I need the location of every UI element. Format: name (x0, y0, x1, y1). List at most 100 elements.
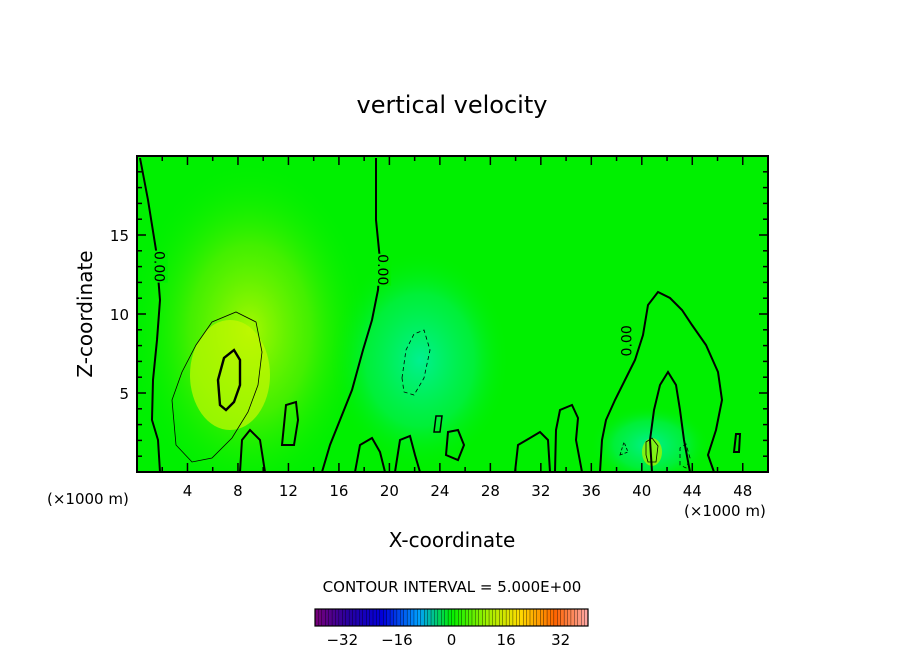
y-axis-label: Z-coordinate (73, 250, 97, 377)
chart-title: vertical velocity (357, 91, 548, 119)
colorbar-cell (482, 608, 487, 627)
colorbar-tick-label: 0 (447, 631, 457, 649)
zero-contour-ragged-5 (514, 430, 551, 472)
colorbar-cell (475, 608, 480, 627)
positive-contour-core (216, 348, 242, 412)
colorbar-frame (314, 608, 589, 627)
colorbar-cell (536, 608, 541, 627)
colorbar-cell (437, 608, 442, 627)
colorbar-cell (427, 608, 432, 627)
contour-label: 0.00 (374, 253, 392, 286)
colorbar-cell (348, 608, 354, 627)
colorbar-cell (420, 608, 425, 627)
colorbar-cell (468, 608, 473, 627)
zero-contour-ragged-4 (444, 428, 466, 462)
x-tick-label: 44 (683, 482, 702, 500)
zero-contour-west (139, 157, 162, 472)
colorbar-cell (502, 608, 507, 627)
colorbar (314, 608, 589, 627)
zero-contour-ragged-6 (554, 403, 583, 472)
colorbar-cell (434, 608, 439, 627)
zero-contour-east-inner (648, 370, 691, 472)
colorbar-cell (430, 608, 435, 627)
zero-contour-ragged-2 (354, 436, 386, 472)
y-tick-label: 15 (110, 227, 129, 245)
colorbar-tick-label: 16 (497, 631, 516, 649)
colorbar-cell (342, 608, 347, 627)
colorbar-cell (386, 608, 391, 627)
colorbar-cell (359, 608, 364, 627)
colorbar-tick-label: −32 (326, 631, 358, 649)
x-tick-label: 32 (531, 482, 550, 500)
x-axis-label: X-coordinate (389, 528, 516, 552)
zero-contour-ragged-1 (280, 400, 300, 446)
colorbar-cell (417, 608, 422, 627)
colorbar-cell (464, 608, 470, 627)
colorbar-cell (345, 608, 350, 627)
colorbar-cell (376, 608, 381, 627)
zero-contour-updraft-base (239, 428, 266, 472)
colorbar-cell (454, 608, 459, 627)
svg-text:0.00: 0.00 (374, 254, 390, 285)
updraft-core (190, 320, 270, 430)
negative-contour-small (619, 440, 629, 456)
colorbar-cell (447, 608, 452, 627)
colorbar-cell (516, 608, 521, 627)
colorbar-cell (444, 608, 449, 627)
colorbar-cell (366, 608, 371, 627)
positive-contour-east (645, 437, 659, 463)
colorbar-cell (461, 608, 466, 627)
colorbar-cell (318, 608, 323, 627)
colorbar-cell (471, 608, 476, 627)
colorbar-cell (574, 608, 579, 627)
colorbar-cell (529, 608, 534, 627)
x-unit-right: (×1000 m) (684, 502, 766, 520)
colorbar-cell (570, 608, 575, 627)
colorbar-cell (492, 608, 497, 627)
colorbar-cell (338, 608, 343, 627)
x-tick-label: 48 (733, 482, 752, 500)
colorbar-cell (458, 608, 463, 627)
colorbar-cell (567, 608, 572, 627)
colorbar-cell (355, 608, 360, 627)
contour-interval-text: CONTOUR INTERVAL = 5.000E+00 (323, 578, 582, 596)
zero-contour-center (321, 158, 382, 472)
contour-label: 0.00 (618, 324, 636, 357)
colorbar-cell (372, 608, 377, 627)
colorbar-tick-label: −16 (381, 631, 413, 649)
colorbar-cell (512, 608, 517, 627)
colorbar-cell (580, 608, 586, 627)
zero-contour-ragged-3 (394, 434, 421, 472)
colorbar-cell (519, 608, 524, 627)
colorbar-cell (543, 608, 548, 627)
positive-contour-outer (171, 311, 263, 463)
colorbar-cell (451, 608, 456, 627)
colorbar-cell (328, 608, 333, 627)
plot-area (137, 156, 768, 472)
colorbar-cell (335, 608, 340, 627)
colorbar-cell (546, 608, 551, 627)
negative-contour-center (401, 329, 431, 396)
colorbar-cell (362, 608, 367, 627)
colorbar-cell (441, 608, 446, 627)
colorbar-cell (577, 608, 582, 627)
zero-contour-small-2 (732, 433, 742, 453)
colorbar-cell (396, 608, 401, 627)
colorbar-cell (526, 608, 531, 627)
colorbar-cell (522, 608, 528, 627)
zero-contour-small-1 (433, 415, 443, 433)
colorbar-cell (406, 608, 412, 627)
svg-text:0.00: 0.00 (620, 325, 636, 356)
negative-contour-east (679, 443, 691, 469)
x-tick-label: 4 (183, 482, 193, 500)
colorbar-cell (499, 608, 504, 627)
colorbar-cell (331, 608, 336, 627)
colorbar-cell (488, 608, 493, 627)
x-tick-label: 12 (279, 482, 298, 500)
colorbar-cell (321, 608, 326, 627)
colorbar-tick-label: 32 (551, 631, 570, 649)
colorbar-cell (478, 608, 483, 627)
zero-contour-east (599, 290, 724, 472)
x-tick-label: 24 (430, 482, 449, 500)
colorbar-cell (403, 608, 408, 627)
